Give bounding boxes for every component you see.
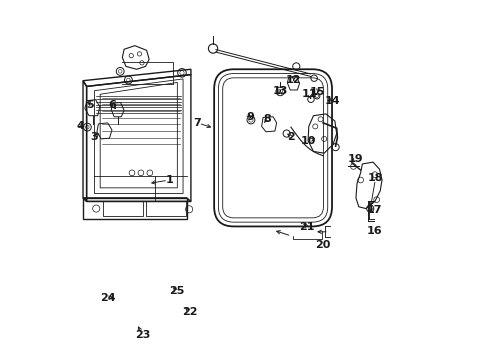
Text: 14: 14 — [324, 96, 339, 107]
Text: 4: 4 — [77, 121, 84, 131]
Text: 10: 10 — [301, 136, 316, 146]
Text: 20: 20 — [314, 240, 329, 250]
Text: 6: 6 — [108, 100, 116, 110]
Text: 24: 24 — [100, 293, 116, 303]
Text: 8: 8 — [263, 114, 270, 124]
Text: 21: 21 — [299, 222, 314, 232]
Text: 17: 17 — [366, 205, 382, 215]
Text: 25: 25 — [168, 287, 184, 296]
Text: 16: 16 — [366, 226, 382, 236]
Text: 3: 3 — [90, 132, 98, 142]
Text: 11: 11 — [301, 89, 317, 99]
Text: 18: 18 — [367, 173, 383, 183]
Text: 19: 19 — [346, 154, 362, 164]
Text: 2: 2 — [286, 132, 294, 142]
Text: 13: 13 — [272, 86, 287, 96]
Text: 23: 23 — [135, 330, 150, 341]
Text: 22: 22 — [182, 307, 198, 317]
Text: 7: 7 — [193, 118, 201, 128]
Text: 1: 1 — [165, 175, 173, 185]
Text: 5: 5 — [86, 100, 93, 110]
Text: 15: 15 — [309, 87, 325, 98]
Text: 9: 9 — [246, 112, 254, 122]
Text: 12: 12 — [285, 75, 301, 85]
